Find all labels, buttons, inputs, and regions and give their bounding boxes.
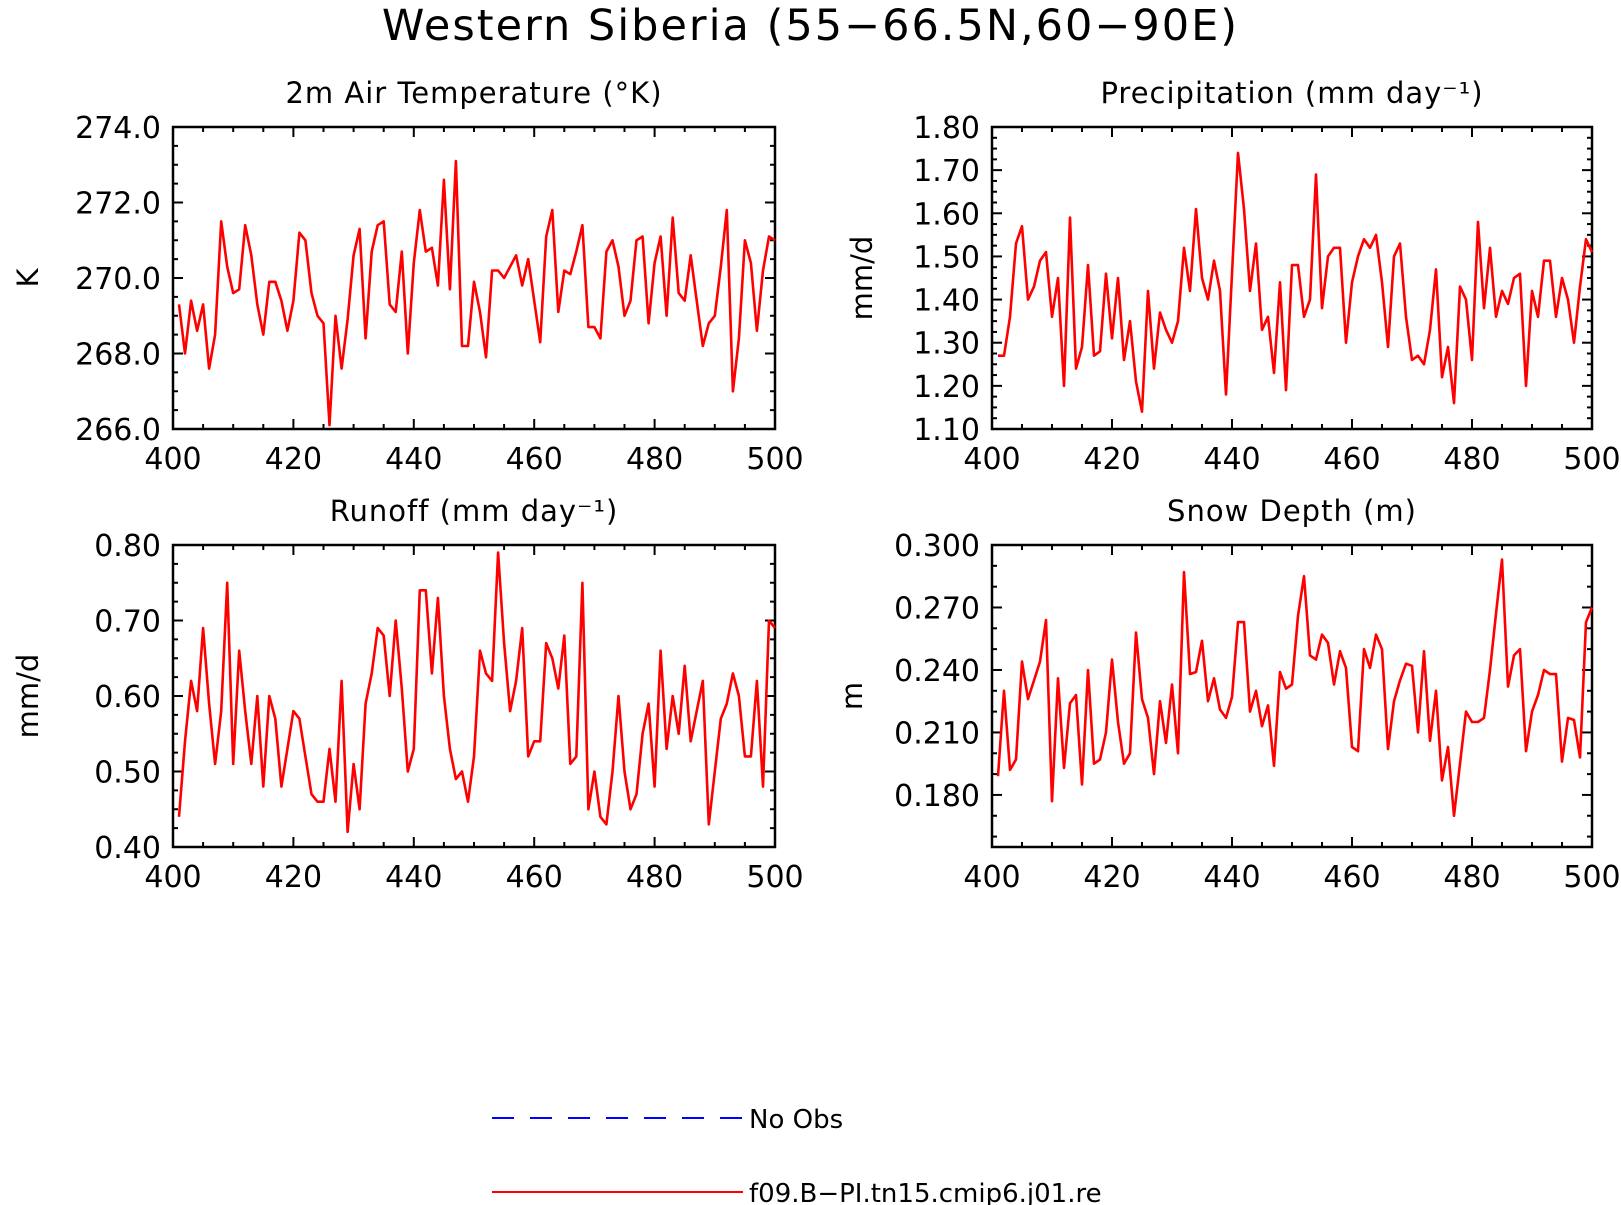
y-tick-label: 1.20 <box>913 370 980 405</box>
x-tick-label: 500 <box>1563 442 1620 477</box>
x-tick-label: 400 <box>144 860 201 895</box>
y-tick-label: 1.30 <box>913 327 980 362</box>
legend-label: f09.B−PI.tn15.cmip6.j01.re <box>749 1179 1102 1205</box>
page-title: Western Siberia (55−66.5N,60−90E) <box>381 1 1240 51</box>
x-tick-label: 400 <box>144 442 201 477</box>
chart-panel-1: 400 420 440 460 480 500 266.0 268.0 270.0 272.0 27… <box>11 76 804 477</box>
panel-title: Precipitation (mm day⁻¹) <box>1100 76 1483 110</box>
x-tick-label: 400 <box>963 860 1020 895</box>
panel-title: Snow Depth (m) <box>1167 494 1417 528</box>
y-tick-label: 1.50 <box>913 240 980 275</box>
legend: No Obs f09.B−PI.tn15.cmip6.j01.re <box>492 1105 1102 1205</box>
x-tick-label: 480 <box>1443 860 1500 895</box>
x-tick-label: 460 <box>506 860 563 895</box>
plot-frame <box>990 543 1594 849</box>
x-tick-label: 460 <box>1323 860 1380 895</box>
x-tick-label: 420 <box>265 860 322 895</box>
y-tick-label: 1.80 <box>913 111 980 146</box>
y-tick-label: 268.0 <box>75 338 161 373</box>
y-tick-label: 270.0 <box>75 262 161 297</box>
series-line <box>998 151 1594 414</box>
legend-label: No Obs <box>749 1105 843 1135</box>
series-line <box>996 558 1594 818</box>
y-tick-label: 0.300 <box>894 529 980 564</box>
chart-panel-3: 400 420 440 460 480 500 0.40 0.50 0.60 0.70 0.80 Ru… <box>11 494 804 895</box>
series-line <box>177 159 776 427</box>
y-tick-label: 0.50 <box>94 756 161 791</box>
y-tick-label: 266.0 <box>75 413 161 448</box>
y-tick-label: 0.80 <box>94 529 161 564</box>
y-tick-label: 1.70 <box>913 154 980 189</box>
x-tick-label: 500 <box>746 860 803 895</box>
chart-panel-4: 400 420 440 460 480 500 0.180 0.210 0.240 0.270 0.… <box>835 494 1621 895</box>
plot-frame <box>171 543 777 849</box>
series-line <box>177 551 777 834</box>
x-tick-label: 460 <box>506 442 563 477</box>
y-tick-label: 0.60 <box>94 680 161 715</box>
x-tick-label: 480 <box>626 442 683 477</box>
chart-panel-2: 400 420 440 460 480 500 1.10 1.20 1.30 1.40 1.50 1.… <box>845 76 1621 477</box>
y-tick-label: 1.60 <box>913 197 980 232</box>
x-tick-label: 500 <box>1563 860 1620 895</box>
y-axis-label: K <box>11 268 45 288</box>
y-axis-label: mm/d <box>11 654 45 739</box>
y-tick-label: 0.270 <box>894 591 980 626</box>
panel-title: 2m Air Temperature (°K) <box>285 76 662 110</box>
x-tick-label: 420 <box>1083 442 1140 477</box>
y-tick-label: 274.0 <box>75 111 161 146</box>
y-tick-label: 0.70 <box>94 605 161 640</box>
x-tick-label: 400 <box>963 442 1020 477</box>
y-tick-label: 0.210 <box>894 716 980 751</box>
y-tick-label: 0.240 <box>894 654 980 689</box>
plot-frame <box>171 125 777 431</box>
x-tick-label: 480 <box>1443 442 1500 477</box>
y-tick-label: 1.40 <box>913 284 980 319</box>
x-tick-label: 420 <box>265 442 322 477</box>
y-tick-label: 0.180 <box>894 779 980 814</box>
x-tick-label: 480 <box>626 860 683 895</box>
x-tick-label: 440 <box>385 860 442 895</box>
y-tick-label: 1.10 <box>913 413 980 448</box>
x-tick-label: 440 <box>1203 860 1260 895</box>
x-tick-label: 500 <box>746 442 803 477</box>
x-tick-label: 420 <box>1083 860 1140 895</box>
panel-title: Runoff (mm day⁻¹) <box>330 494 619 528</box>
x-tick-label: 440 <box>1203 442 1260 477</box>
x-tick-label: 460 <box>1323 442 1380 477</box>
y-tick-label: 272.0 <box>75 187 161 222</box>
y-tick-label: 0.40 <box>94 831 161 866</box>
y-axis-label: m <box>835 682 869 710</box>
x-tick-label: 440 <box>385 442 442 477</box>
y-axis-label: mm/d <box>845 236 879 321</box>
